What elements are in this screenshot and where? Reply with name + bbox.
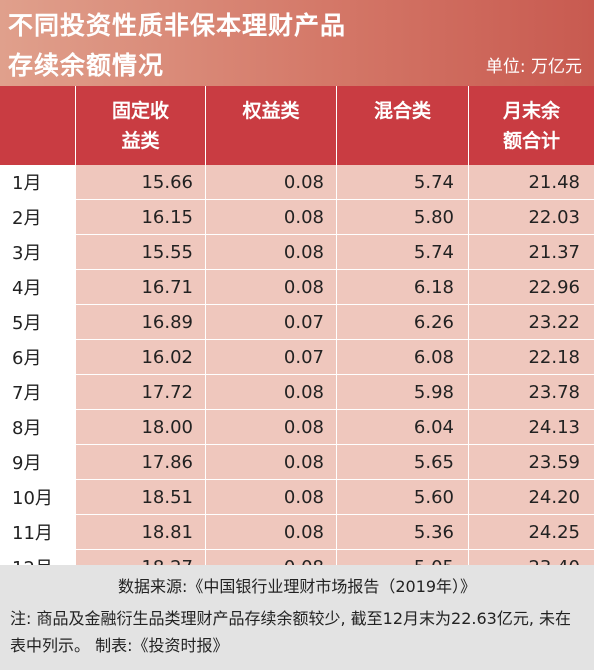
cell-month: 10月 [0, 480, 75, 514]
cell-mixed: 6.18 [337, 270, 468, 304]
cell-month: 7月 [0, 375, 75, 409]
cell-fixed-income: 15.55 [76, 235, 205, 269]
footnote: 注: 商品及金融衍生品类理财产品存续余额较少, 截至12月末为22.63亿元, … [10, 609, 571, 655]
cell-fixed-income: 17.72 [76, 375, 205, 409]
table-row: 4月 16.71 0.08 6.18 22.96 [0, 269, 594, 304]
cell-mixed: 6.04 [337, 410, 468, 444]
table-row: 8月 18.00 0.08 6.04 24.13 [0, 409, 594, 444]
cell-month: 5月 [0, 305, 75, 339]
cell-fixed-income: 16.02 [76, 340, 205, 374]
header-mixed: 混合类 [373, 100, 431, 122]
data-source: 数据来源:《中国银行业理财市场报告（2019年）》 [117, 577, 477, 596]
cell-equity: 0.08 [206, 515, 336, 549]
header-divider [75, 86, 76, 165]
cell-total: 21.48 [469, 165, 594, 199]
cell-month: 1月 [0, 165, 75, 199]
cell-total: 24.13 [469, 410, 594, 444]
header-month-end-total: 月末余 额合计 [469, 86, 594, 165]
table-row: 3月 15.55 0.08 5.74 21.37 [0, 234, 594, 269]
header-divider [336, 86, 337, 165]
cell-total: 23.78 [469, 375, 594, 409]
table-row: 5月 16.89 0.07 6.26 23.22 [0, 304, 594, 339]
cell-equity: 0.08 [206, 375, 336, 409]
cell-equity: 0.08 [206, 200, 336, 234]
cell-mixed: 5.74 [337, 235, 468, 269]
cell-month: 8月 [0, 410, 75, 444]
header-equity: 权益类 [242, 100, 300, 122]
cell-equity: 0.08 [206, 480, 336, 514]
cell-fixed-income: 16.15 [76, 200, 205, 234]
unit-label: 单位: 万亿元 [485, 57, 582, 77]
cell-fixed-income: 18.81 [76, 515, 205, 549]
cell-equity: 0.07 [206, 340, 336, 374]
page-title-line-1: 不同投资性质非保本理财产品 [8, 11, 347, 40]
title-band: 不同投资性质非保本理财产品 存续余额情况 单位: 万亿元 [0, 0, 594, 86]
cell-mixed: 5.65 [337, 445, 468, 479]
table-row: 7月 17.72 0.08 5.98 23.78 [0, 374, 594, 409]
cell-total: 22.96 [469, 270, 594, 304]
cell-equity: 0.08 [206, 235, 336, 269]
cell-equity: 0.08 [206, 270, 336, 304]
cell-equity: 0.08 [206, 410, 336, 444]
cell-mixed: 5.60 [337, 480, 468, 514]
header-fixed-income-line-1: 固定收 [111, 100, 169, 122]
cell-fixed-income: 16.71 [76, 270, 205, 304]
cell-month: 6月 [0, 340, 75, 374]
table-row: 9月 17.86 0.08 5.65 23.59 [0, 444, 594, 479]
cell-mixed: 5.36 [337, 515, 468, 549]
cell-total: 22.03 [469, 200, 594, 234]
cell-mixed: 6.26 [337, 305, 468, 339]
header-divider [205, 86, 206, 165]
balance-table: 固定收 益类 权益类 混合类 月末余 额合计 1月 15.66 0.08 5.7… [0, 86, 594, 584]
table-row: 6月 16.02 0.07 6.08 22.18 [0, 339, 594, 374]
header-total-line-2: 额合计 [502, 130, 560, 152]
header-fixed-income: 固定收 益类 [76, 86, 205, 165]
cell-fixed-income: 18.51 [76, 480, 205, 514]
table-row: 1月 15.66 0.08 5.74 21.48 [0, 165, 594, 199]
cell-equity: 0.07 [206, 305, 336, 339]
header-fixed-income-line-2: 益类 [121, 130, 160, 152]
cell-equity: 0.08 [206, 165, 336, 199]
header-month [0, 86, 75, 165]
header-divider [468, 86, 469, 165]
table-header-row: 固定收 益类 权益类 混合类 月末余 额合计 [0, 86, 594, 165]
cell-total: 23.59 [469, 445, 594, 479]
cell-total: 21.37 [469, 235, 594, 269]
cell-month: 4月 [0, 270, 75, 304]
page-title-line-2: 存续余额情况 [8, 51, 165, 80]
cell-mixed: 6.08 [337, 340, 468, 374]
cell-equity: 0.08 [206, 445, 336, 479]
cell-total: 24.25 [469, 515, 594, 549]
table-row: 11月 18.81 0.08 5.36 24.25 [0, 514, 594, 549]
table-row: 2月 16.15 0.08 5.80 22.03 [0, 199, 594, 234]
cell-fixed-income: 17.86 [76, 445, 205, 479]
cell-mixed: 5.74 [337, 165, 468, 199]
cell-month: 2月 [0, 200, 75, 234]
table-row: 10月 18.51 0.08 5.60 24.20 [0, 479, 594, 514]
cell-month: 11月 [0, 515, 75, 549]
header-total-line-1: 月末余 [502, 100, 560, 122]
cell-month: 9月 [0, 445, 75, 479]
cell-fixed-income: 16.89 [76, 305, 205, 339]
cell-fixed-income: 18.00 [76, 410, 205, 444]
cell-total: 23.22 [469, 305, 594, 339]
cell-total: 22.18 [469, 340, 594, 374]
cell-total: 24.20 [469, 480, 594, 514]
footer: 数据来源:《中国银行业理财市场报告（2019年）》 注: 商品及金融衍生品类理财… [0, 565, 594, 670]
cell-fixed-income: 15.66 [76, 165, 205, 199]
cell-mixed: 5.80 [337, 200, 468, 234]
cell-mixed: 5.98 [337, 375, 468, 409]
cell-month: 3月 [0, 235, 75, 269]
